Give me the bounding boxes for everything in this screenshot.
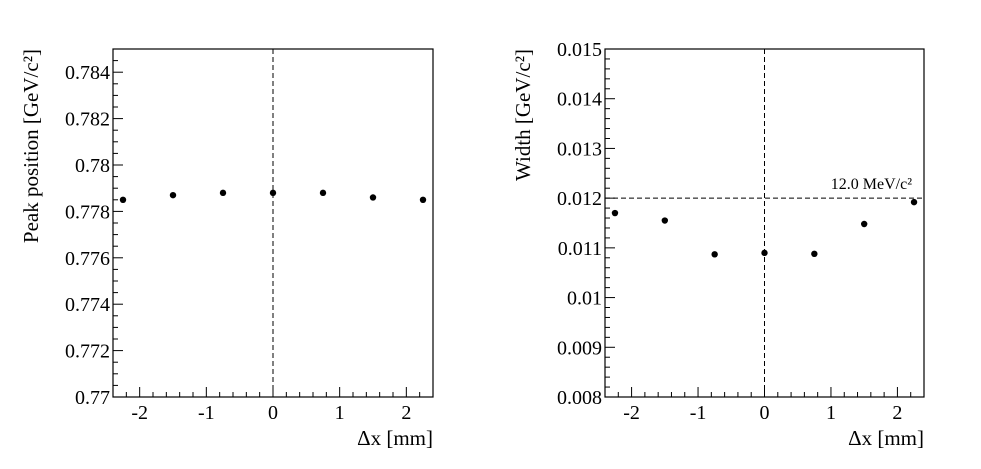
x-tick-label: -2 [623, 402, 640, 424]
data-point [711, 251, 718, 258]
y-tick-label: 0.782 [65, 109, 110, 131]
y-tick-label: 0.014 [557, 89, 602, 111]
data-point [860, 220, 868, 228]
x-tick-label: 0 [760, 402, 770, 424]
data-point [369, 194, 377, 201]
data-point [119, 196, 127, 203]
data-point [611, 209, 619, 217]
x-tick-label: 1 [335, 402, 345, 424]
y-tick-label: 0.774 [65, 294, 110, 316]
y-tick-label: 0.011 [558, 238, 602, 260]
x-axis-title: Δx [mm] [848, 426, 924, 450]
y-axis-title: Width [GeV/c²] [511, 49, 535, 181]
data-point [661, 217, 669, 224]
y-tick-label: 0.01 [567, 288, 602, 310]
data-point [811, 250, 818, 258]
y-tick-label: 0.015 [557, 39, 602, 61]
x-tick-label: 2 [401, 402, 411, 424]
y-tick-label: 0.784 [65, 62, 110, 84]
data-point [419, 196, 427, 203]
data-point [169, 191, 177, 199]
reference-line-label: 12.0 MeV/c² [831, 176, 912, 193]
x-tick-label: 1 [826, 402, 836, 424]
peak-position-panel: -2 -1 0 1 2 0.77 0.772 0.774 0.776 0.778 0.78 0.782… [19, 48, 434, 450]
y-tick-label: 0.772 [65, 341, 110, 363]
y-tick-label: 0.78 [75, 155, 110, 177]
y-tick-label: 0.013 [557, 138, 602, 160]
y-tick-label: 0.008 [557, 387, 602, 409]
data-point [319, 189, 327, 197]
width-panel: -2 -1 0 1 2 0.008 0.009 0.01 0.011 0.012 0.013 0.01… [511, 39, 925, 450]
x-tick-label: 0 [268, 402, 278, 424]
x-axis-title: Δx [mm] [357, 426, 433, 450]
x-tick-label: -2 [131, 402, 148, 424]
x-tick-label: -1 [690, 402, 707, 424]
y-tick-label: 0.778 [65, 201, 110, 223]
y-tick-label: 0.009 [557, 337, 602, 359]
data-point [269, 189, 277, 197]
data-point [910, 198, 918, 206]
data-point [761, 249, 768, 257]
y-tick-label: 0.776 [65, 248, 110, 270]
y-tick-label: 0.012 [557, 188, 602, 210]
y-tick-label: 0.77 [75, 387, 110, 409]
y-axis-title: Peak position [GeV/c²] [19, 49, 43, 243]
x-tick-label: -1 [198, 402, 215, 424]
data-point [219, 189, 227, 197]
x-tick-label: 2 [892, 402, 902, 424]
